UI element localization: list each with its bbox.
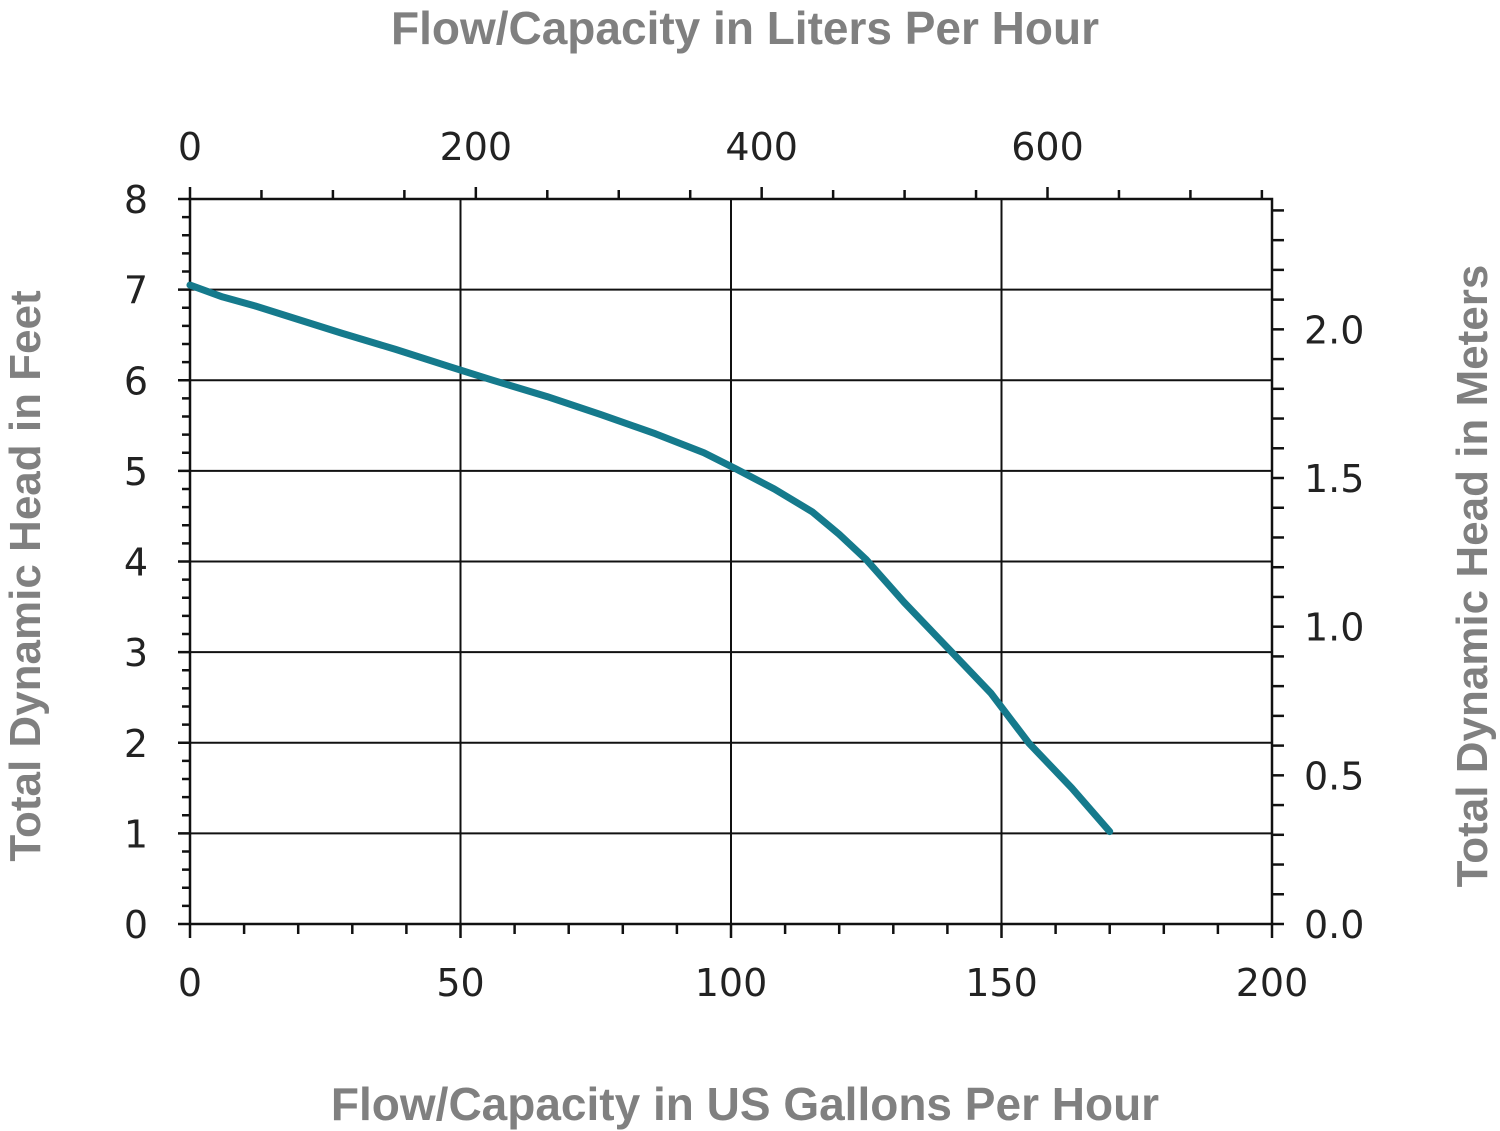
x-tick-label: 150 [965, 961, 1038, 1005]
y-tick-label: 3 [124, 631, 148, 675]
top-tick-label: 600 [1011, 125, 1084, 169]
y-tick-label: 0 [124, 903, 148, 947]
grid-lines [188, 197, 1274, 926]
x-tick-label: 50 [436, 961, 484, 1005]
x-label-bottom: Flow/Capacity in US Gallons Per Hour [331, 1078, 1159, 1130]
x-tick-label: 100 [695, 961, 768, 1005]
y-label-right: Total Dynamic Head in Meters [1448, 265, 1497, 888]
right-tick-label: 2.0 [1304, 308, 1364, 352]
y-tick-label: 8 [124, 178, 148, 222]
x-tick-label: 200 [1236, 961, 1309, 1005]
series-layer [186, 281, 1114, 836]
right-tick-label: 0.0 [1304, 903, 1364, 947]
y-tick-label: 5 [124, 450, 148, 494]
y-tick-label: 7 [124, 269, 148, 313]
y-tick-label: 4 [124, 541, 148, 585]
tick-labels: 0 50 100 150 200 0 200 400 600 0 1 2 3 4 5 6 7 8 0.0 0.5 1.0… [124, 125, 1365, 1005]
x-tick-label: 0 [178, 961, 202, 1005]
right-tick-label: 1.0 [1304, 606, 1364, 650]
top-tick-label: 0 [178, 125, 202, 169]
y-tick-label: 2 [124, 722, 148, 766]
axis-ticks [178, 187, 1284, 938]
x-label-top: Flow/Capacity in Liters Per Hour [391, 2, 1099, 54]
top-tick-label: 400 [725, 125, 798, 169]
right-tick-label: 1.5 [1304, 457, 1364, 501]
top-tick-label: 200 [440, 125, 513, 169]
series-line-0 [186, 281, 1114, 836]
y-tick-label: 6 [124, 359, 148, 403]
y-label-left: Total Dynamic Head in Feet [1, 290, 50, 862]
right-tick-label: 0.5 [1304, 754, 1364, 798]
y-tick-label: 1 [124, 812, 148, 856]
